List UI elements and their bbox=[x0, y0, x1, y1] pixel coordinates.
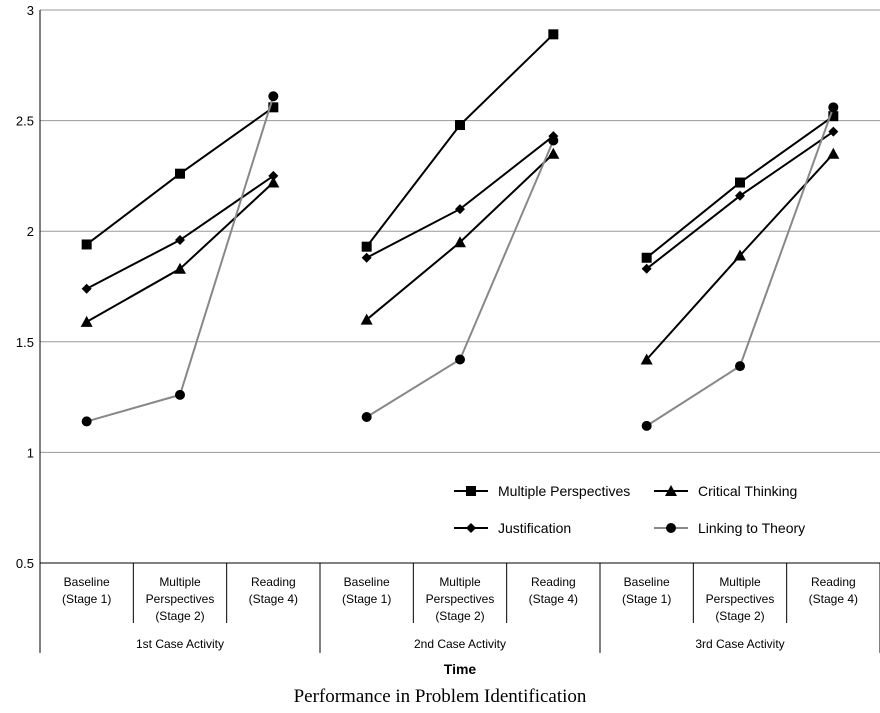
gridlines bbox=[40, 9, 880, 453]
circle-marker bbox=[641, 420, 652, 431]
series-line bbox=[365, 33, 555, 248]
square-marker bbox=[735, 177, 745, 188]
legend-item: Critical Thinking bbox=[654, 483, 797, 499]
series-critical-thinking bbox=[80, 147, 840, 365]
circle-marker bbox=[361, 412, 372, 423]
series-line bbox=[646, 106, 835, 427]
series-linking-to-theory bbox=[81, 91, 839, 431]
circle-marker bbox=[455, 354, 465, 365]
group-label: 2nd Case Activity bbox=[414, 637, 506, 651]
category-label: Baseline (Stage 1) bbox=[342, 575, 391, 606]
category-label: Baseline (Stage 1) bbox=[622, 575, 671, 606]
legend-label: Multiple Perspectives bbox=[498, 483, 630, 499]
y-tick-label: 0.5 bbox=[16, 556, 34, 571]
legend-label: Justification bbox=[498, 520, 571, 536]
category-label: Multiple Perspectives (Stage 2) bbox=[426, 575, 495, 623]
y-tick-label: 3 bbox=[27, 3, 34, 18]
axes bbox=[39, 10, 880, 564]
triangle-marker bbox=[454, 236, 466, 248]
series-line bbox=[366, 140, 555, 418]
category-label: Reading (Stage 4) bbox=[529, 575, 578, 606]
square-marker bbox=[641, 252, 652, 263]
circle-marker bbox=[666, 523, 676, 533]
category-label: Reading (Stage 4) bbox=[809, 575, 858, 606]
category-label: Baseline (Stage 1) bbox=[62, 575, 111, 606]
series-lines bbox=[80, 29, 840, 431]
circle-marker bbox=[828, 102, 839, 113]
square-marker bbox=[81, 239, 92, 250]
legend-item: Justification bbox=[454, 520, 571, 536]
diamond-marker bbox=[735, 190, 745, 201]
triangle-marker bbox=[827, 147, 840, 159]
square-marker bbox=[361, 241, 372, 252]
y-axis-ticks: 0.5 1 1.5 2 2.5 3 bbox=[16, 3, 34, 571]
series-line bbox=[86, 95, 275, 423]
triangle-marker bbox=[665, 485, 677, 496]
legend-item: Multiple Perspectives bbox=[454, 483, 630, 499]
circle-marker bbox=[175, 389, 185, 400]
triangle-marker bbox=[267, 176, 280, 188]
x-axis-label: Time bbox=[444, 661, 477, 677]
circle-marker bbox=[548, 135, 559, 146]
x-axis-categories: Baseline (Stage 1) Multiple Perspectives (St… bbox=[39, 563, 880, 653]
circle-marker bbox=[81, 416, 92, 427]
series-multiple-perspectives bbox=[81, 29, 839, 263]
diamond-marker bbox=[268, 170, 279, 181]
square-marker bbox=[828, 111, 839, 122]
legend-item: Linking to Theory bbox=[654, 520, 805, 536]
square-marker bbox=[455, 120, 465, 131]
square-marker bbox=[548, 29, 559, 40]
triangle-marker bbox=[80, 315, 93, 327]
series-line bbox=[86, 181, 275, 323]
diamond-marker bbox=[81, 283, 92, 294]
diamond-marker bbox=[828, 126, 839, 137]
triangle-marker bbox=[174, 262, 186, 274]
diamond-marker bbox=[641, 263, 652, 274]
legend-label: Linking to Theory bbox=[698, 520, 805, 536]
y-tick-label: 2 bbox=[27, 224, 34, 239]
triangle-marker bbox=[360, 313, 373, 325]
legend-label: Critical Thinking bbox=[698, 483, 797, 499]
category-label: Multiple Perspectives (Stage 2) bbox=[706, 575, 775, 623]
group-label: 1st Case Activity bbox=[136, 637, 224, 651]
y-tick-label: 1.5 bbox=[16, 335, 34, 350]
figure-caption: Performance in Problem Identification bbox=[293, 686, 587, 707]
diamond-marker bbox=[466, 523, 476, 533]
category-label: Multiple Perspectives (Stage 2) bbox=[146, 575, 215, 623]
y-tick-label: 2.5 bbox=[16, 114, 34, 129]
category-label: Reading (Stage 4) bbox=[249, 575, 298, 606]
square-marker bbox=[175, 168, 185, 179]
triangle-marker bbox=[734, 249, 746, 261]
diamond-marker bbox=[175, 235, 185, 246]
circle-marker bbox=[268, 91, 279, 102]
triangle-marker bbox=[640, 353, 653, 365]
circle-marker bbox=[735, 361, 745, 372]
diamond-marker bbox=[455, 204, 465, 215]
legend: Multiple Perspectives Critical Thinking Ju… bbox=[454, 483, 805, 536]
square-marker bbox=[268, 102, 279, 113]
square-marker bbox=[466, 486, 476, 496]
y-tick-label: 1 bbox=[27, 445, 34, 460]
triangle-marker bbox=[547, 147, 560, 159]
group-label: 3rd Case Activity bbox=[695, 637, 784, 651]
series-justification bbox=[81, 126, 839, 294]
diamond-marker bbox=[361, 252, 372, 263]
